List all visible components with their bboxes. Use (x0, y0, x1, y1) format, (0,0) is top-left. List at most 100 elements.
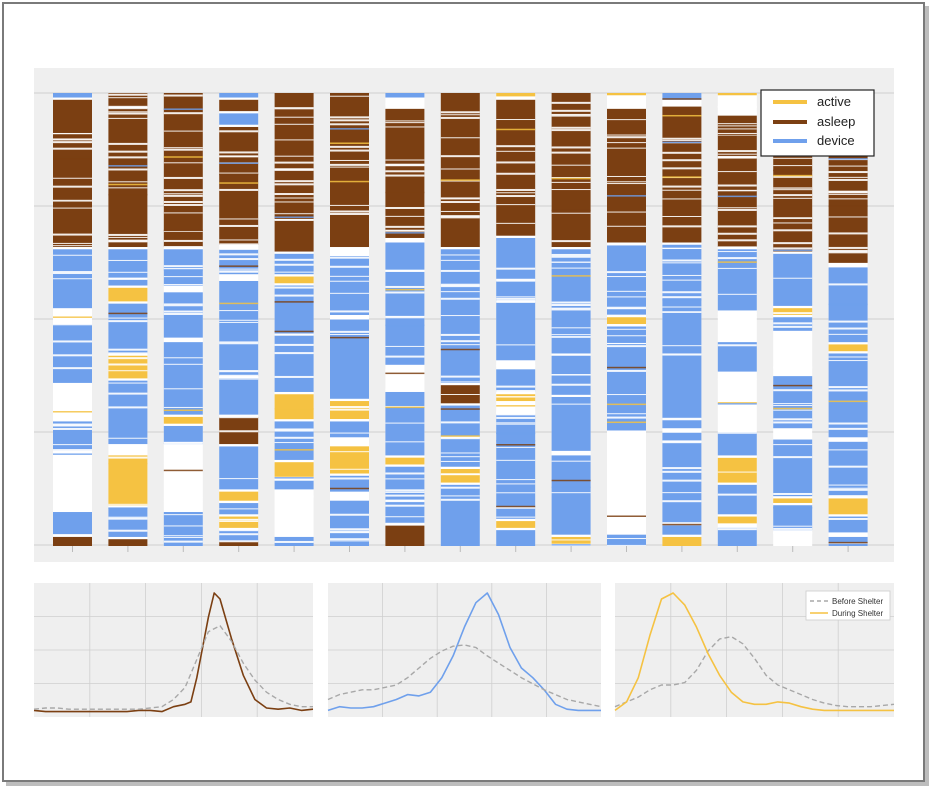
segment-active (274, 462, 314, 479)
column-band-line (274, 218, 314, 220)
column-band-line (717, 112, 757, 115)
column-band-line (773, 247, 813, 250)
column-accent-line (385, 232, 425, 234)
column-accent-line (717, 261, 757, 263)
segment-asleep (219, 99, 259, 112)
column-accent-line (773, 384, 813, 387)
column-band-line (828, 422, 868, 425)
column-accent-line (108, 183, 148, 186)
column-band-line (662, 291, 702, 294)
column-band-line (274, 201, 314, 203)
column-band-line (274, 193, 314, 196)
column-band-line (496, 506, 536, 509)
column-band-line (662, 262, 702, 264)
column-band-line (440, 474, 480, 476)
column-accent-line (440, 348, 480, 351)
column-band-line (108, 117, 148, 119)
column-band-line (607, 103, 646, 106)
column-band-line (828, 232, 868, 235)
column-band-line (274, 392, 314, 394)
column-band-line (662, 470, 702, 473)
column-band-line (53, 278, 92, 280)
column-band-line (163, 94, 203, 97)
column-band-line (385, 122, 425, 124)
segment-asleep (163, 93, 203, 248)
column-band-line (496, 389, 536, 392)
column-band-line (385, 174, 425, 177)
column-band-line (440, 340, 480, 343)
column-band-line (219, 224, 259, 227)
column-accent-line (274, 330, 314, 333)
column-accent-line (496, 444, 536, 446)
column-band-line (108, 320, 148, 323)
column-band-line (607, 243, 646, 246)
column-band-line (440, 201, 480, 204)
column-band-line (828, 360, 868, 362)
column-band-line (440, 168, 480, 170)
column-band-line (219, 343, 259, 345)
segment-active (108, 287, 148, 302)
column-bands (551, 101, 591, 546)
column-band-line (717, 153, 757, 155)
column-band-line (108, 363, 148, 366)
column-band-line (219, 533, 259, 536)
segment-device (496, 530, 536, 546)
column-band-line (219, 501, 259, 504)
column-accent-line (662, 141, 702, 144)
column-accent-line (330, 180, 369, 183)
column-band-line (274, 479, 314, 481)
column-band-line (108, 352, 148, 355)
column-band-line (773, 218, 813, 220)
column-band-line (274, 213, 314, 215)
column-accent-line (163, 269, 203, 271)
column-band-line (274, 107, 314, 110)
segment-device (219, 446, 259, 490)
column-band-line (551, 181, 591, 183)
column-band-line (440, 421, 480, 424)
column-band-line (773, 389, 813, 392)
column-band-line (53, 242, 92, 244)
column-band-line (163, 284, 203, 286)
column-band-line (53, 340, 92, 343)
column-band-line (330, 478, 369, 480)
column-band-line (219, 172, 259, 174)
segment-asleep (219, 541, 259, 546)
column-band-line (53, 177, 92, 179)
column-band-line (53, 424, 92, 427)
column-band-line (385, 491, 425, 493)
column-band-line (385, 388, 425, 391)
column-band-line (53, 427, 92, 430)
column-accent-line (662, 523, 702, 526)
column-band-line (163, 497, 203, 499)
column-band-line (163, 525, 203, 527)
column-band-line (607, 225, 646, 227)
column-band-line (385, 163, 425, 166)
segment-asleep (385, 108, 425, 238)
column-band-line (108, 517, 148, 520)
column-band-line (163, 176, 203, 179)
segment-device (551, 249, 591, 354)
column-band-line (828, 171, 868, 174)
segment-device (108, 380, 148, 445)
column-band-line (551, 334, 591, 336)
column-band-line (53, 147, 92, 150)
column-band-line (163, 130, 203, 132)
column-accent-line (773, 174, 813, 177)
segment-active (219, 491, 259, 501)
column-band-line (440, 456, 480, 458)
segment-device (440, 249, 480, 383)
column-band-line (551, 307, 591, 309)
column-band-line (330, 210, 369, 213)
column-accent-line (108, 312, 148, 315)
column-band-line (53, 495, 92, 498)
column-band-line (108, 392, 148, 395)
column-band-line (607, 328, 646, 330)
column-accent-line (607, 421, 646, 424)
column-accent-line (330, 336, 369, 339)
column-band-line (440, 114, 480, 116)
column-band-line (717, 378, 757, 381)
column-accent-line (385, 406, 425, 409)
segment-device (53, 324, 92, 383)
column-accent-line (551, 209, 591, 212)
